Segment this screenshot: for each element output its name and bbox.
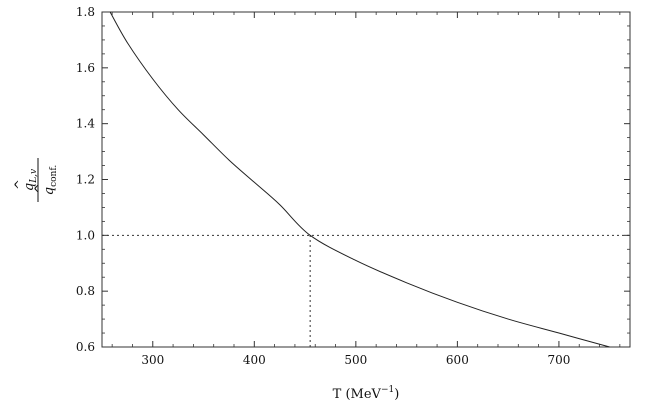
y-tick-label: 1.2 (76, 173, 95, 187)
axis-ticks (102, 11, 630, 348)
x-tick-label: 500 (344, 353, 367, 367)
y-tick-label: 1.4 (76, 117, 95, 131)
y-axis-numerator-base: q (22, 183, 37, 191)
series-line (109, 11, 610, 348)
y-axis-denominator-base: q (42, 187, 57, 195)
y-axis-numerator-sub: L,v (29, 169, 39, 184)
x-tick-label: 300 (141, 353, 164, 367)
x-tick-label: 400 (243, 353, 266, 367)
y-tick-label: 1.0 (76, 228, 95, 242)
axis-tick-labels: 300 400 500 600 700 0.6 0.8 1.0 1.2 1.4 1.6 1.8 (76, 5, 570, 367)
plot-frame (101, 11, 631, 348)
y-axis-title-numerator: qL,v (22, 169, 39, 191)
y-tick-label: 0.8 (76, 284, 95, 298)
x-axis-title-superscript: −1 (381, 385, 394, 395)
data-series (109, 11, 610, 348)
y-tick-label: 0.6 (76, 340, 95, 354)
y-axis-title-denominator: qconf. (42, 165, 59, 196)
y-tick-label: 1.6 (76, 61, 95, 75)
reference-lines (102, 234, 630, 347)
x-axis-title-close: ) (394, 387, 399, 402)
x-axis-title: T (MeV−1) (333, 385, 400, 402)
y-axis-denominator-hat: ^ (33, 183, 48, 194)
x-tick-label: 600 (446, 353, 469, 367)
y-axis-numerator-hat: ^ (13, 179, 28, 190)
x-tick-label: 700 (547, 353, 570, 367)
y-axis-title: qL,v ^ qconf. ^ (13, 158, 59, 202)
y-tick-label: 1.8 (76, 5, 95, 19)
x-axis-title-main: T (MeV (333, 387, 382, 402)
y-axis-denominator-sub: conf. (49, 165, 59, 187)
